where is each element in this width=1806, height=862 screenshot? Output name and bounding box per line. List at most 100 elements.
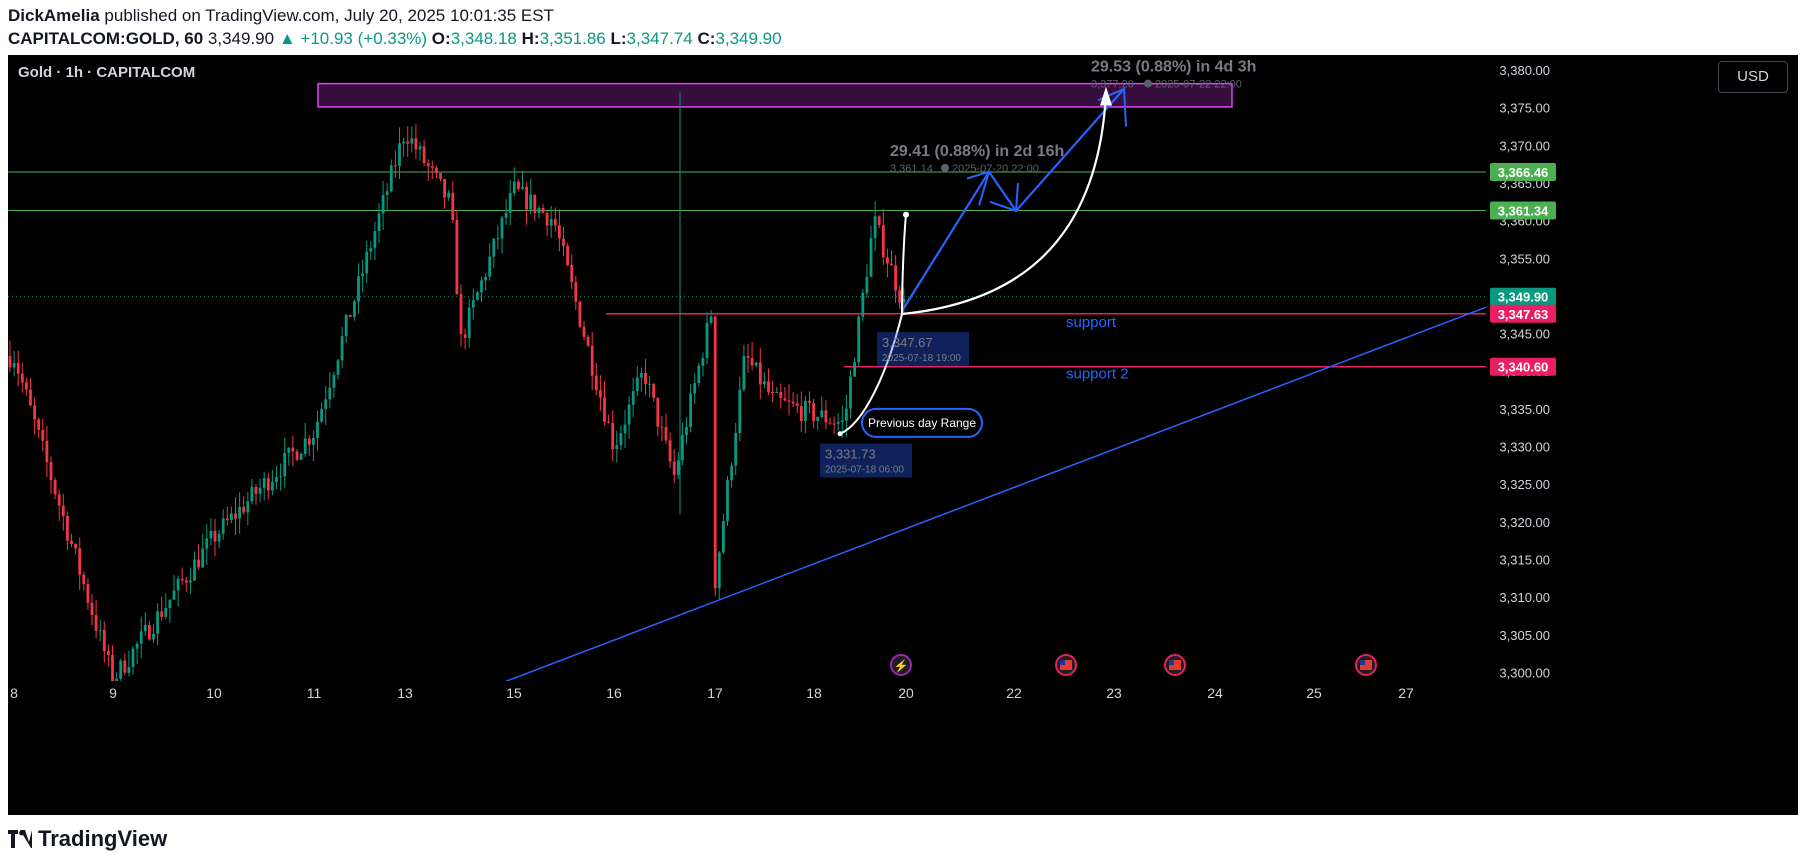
currency-button[interactable]: USD bbox=[1718, 61, 1788, 93]
candle-body bbox=[131, 648, 135, 667]
event-icon-us-2[interactable] bbox=[1164, 654, 1186, 676]
y-tick-label: 3,375.00 bbox=[1499, 101, 1550, 116]
price-label-bg bbox=[1490, 357, 1556, 376]
candle bbox=[767, 368, 770, 396]
y-tick-label: 3,305.00 bbox=[1499, 628, 1550, 643]
x-tick-label: 24 bbox=[1207, 685, 1223, 701]
candle bbox=[324, 385, 328, 426]
candle bbox=[763, 372, 766, 389]
chart-pane[interactable]: 3,347.67 2025-07-18 19:00 3,331.73 2025-07-… bbox=[8, 55, 1798, 815]
tradingview-logo[interactable]: TradingView bbox=[8, 826, 167, 852]
candle bbox=[353, 299, 356, 321]
candle-body bbox=[234, 513, 237, 519]
candle-body bbox=[238, 506, 241, 519]
clock-icon bbox=[941, 163, 949, 172]
candle-body bbox=[635, 377, 639, 392]
tradingview-icon bbox=[8, 830, 32, 848]
candle bbox=[476, 290, 479, 301]
candle bbox=[594, 362, 598, 396]
candle bbox=[332, 371, 336, 398]
candle-body bbox=[180, 578, 184, 581]
candle-body bbox=[287, 447, 291, 453]
price-label-text: 3,361.34 bbox=[1498, 204, 1549, 219]
candle bbox=[611, 410, 615, 462]
range-2-main: 29.41 (0.88%) in 2d 16h bbox=[890, 143, 1064, 160]
us-flag-canton bbox=[1360, 660, 1365, 665]
close-label: C: bbox=[697, 29, 716, 48]
candle bbox=[8, 340, 12, 373]
candle bbox=[562, 226, 565, 256]
candle-body bbox=[225, 518, 229, 521]
candle-body bbox=[78, 548, 82, 575]
candle-body bbox=[668, 440, 672, 462]
candle-body bbox=[619, 433, 623, 446]
candle-body bbox=[221, 518, 225, 534]
candle-body bbox=[66, 516, 69, 541]
candle-body bbox=[783, 398, 787, 401]
event-icon-us-3[interactable] bbox=[1355, 654, 1377, 676]
candle bbox=[209, 518, 213, 546]
candle-body bbox=[435, 167, 438, 174]
candle bbox=[877, 215, 881, 229]
candle-body bbox=[562, 238, 565, 246]
candle-body bbox=[184, 580, 188, 583]
price-label-bg bbox=[1490, 201, 1556, 220]
range-1-time: 2025-07-22 22:00 bbox=[1155, 79, 1242, 91]
candle bbox=[389, 159, 393, 193]
us-flag-canton bbox=[1060, 660, 1065, 665]
candle bbox=[545, 211, 549, 237]
candle-body bbox=[430, 166, 434, 168]
candle bbox=[713, 315, 717, 597]
event-icon-us-1[interactable] bbox=[1055, 654, 1077, 676]
candle-body bbox=[750, 358, 754, 366]
candle-body bbox=[492, 238, 496, 257]
candle-body bbox=[508, 193, 512, 213]
candle-body bbox=[74, 544, 77, 549]
y-tick-label: 3,320.00 bbox=[1499, 515, 1550, 530]
candle-body bbox=[586, 336, 590, 346]
candle bbox=[373, 221, 377, 261]
candle-body bbox=[533, 194, 537, 214]
candle bbox=[635, 365, 639, 396]
resistance-zone-layer bbox=[317, 82, 1233, 108]
candle-body bbox=[33, 405, 36, 420]
event-icon-earnings[interactable]: ⚡ bbox=[890, 654, 912, 676]
candle-body bbox=[275, 476, 278, 483]
candle-body bbox=[25, 382, 28, 390]
candle bbox=[439, 173, 442, 182]
candle bbox=[422, 139, 426, 167]
candle-body bbox=[353, 301, 356, 317]
candle-body bbox=[299, 453, 303, 460]
candle-body bbox=[574, 282, 578, 302]
candle-body bbox=[328, 387, 332, 400]
candle bbox=[316, 410, 319, 451]
candle-body bbox=[262, 478, 266, 488]
candle bbox=[193, 551, 196, 581]
candle bbox=[340, 326, 344, 369]
price-label: 3,347.63 bbox=[1490, 304, 1556, 323]
candle-body bbox=[426, 163, 430, 167]
candle-body bbox=[201, 548, 205, 568]
candle-body bbox=[143, 624, 147, 632]
author-name[interactable]: DickAmelia bbox=[8, 6, 100, 25]
candle bbox=[455, 209, 459, 295]
candle bbox=[61, 493, 65, 531]
candle bbox=[361, 259, 364, 293]
range-1-price: 3,377.20 bbox=[1091, 79, 1134, 91]
candle bbox=[12, 350, 16, 377]
candle-body bbox=[832, 423, 836, 425]
close-value: 3,349.90 bbox=[715, 29, 782, 48]
candle-body bbox=[476, 292, 479, 300]
price-label-text: 3,340.60 bbox=[1498, 360, 1549, 375]
chart-canvas[interactable]: 3,347.67 2025-07-18 19:00 3,331.73 2025-07-… bbox=[8, 55, 1798, 815]
candle bbox=[312, 430, 315, 462]
lightning-icon: ⚡ bbox=[894, 659, 909, 673]
candle bbox=[189, 567, 192, 594]
projection-path bbox=[901, 88, 1125, 312]
candle bbox=[668, 432, 672, 468]
candle bbox=[381, 180, 385, 230]
candle-body bbox=[705, 322, 709, 358]
candle bbox=[660, 416, 664, 442]
candle-body bbox=[845, 408, 848, 421]
candle bbox=[525, 182, 528, 226]
